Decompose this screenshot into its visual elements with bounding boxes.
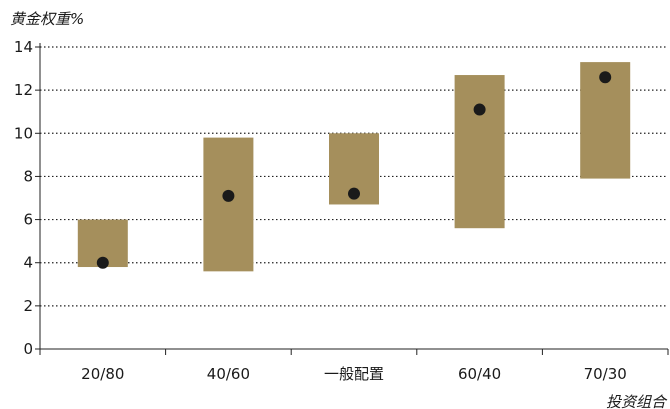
x-tick-label: 一般配置: [324, 365, 384, 383]
x-axis-title: 投资组合: [606, 393, 668, 409]
data-point: [599, 71, 612, 84]
x-tick-label: 40/60: [207, 365, 250, 383]
x-tick-label: 70/30: [584, 365, 627, 383]
range-bars: [77, 62, 631, 272]
data-point: [222, 189, 235, 202]
range-bar: [203, 137, 254, 272]
y-tick-label: 4: [23, 254, 33, 272]
x-tick-label: 20/80: [81, 365, 124, 383]
x-tick-label: 60/40: [458, 365, 501, 383]
data-point: [473, 103, 486, 116]
axes: 0 2 4 6 8 10 12 14 20/80 40/60 一般配置 60/40 70/30: [14, 38, 669, 383]
y-tick-label: 12: [14, 81, 33, 99]
data-points: [96, 71, 612, 269]
range-bar: [454, 75, 505, 229]
data-point: [96, 256, 109, 269]
y-tick-label: 14: [14, 38, 33, 56]
grid-lines: [40, 46, 668, 307]
y-tick-label: 10: [14, 124, 33, 142]
data-point: [348, 187, 360, 200]
y-tick-label: 2: [23, 297, 33, 315]
y-axis-title: 黄金权重%: [10, 10, 84, 28]
y-tick-label: 8: [23, 167, 33, 185]
y-tick-label: 0: [23, 340, 33, 358]
y-tick-label: 6: [23, 211, 33, 229]
